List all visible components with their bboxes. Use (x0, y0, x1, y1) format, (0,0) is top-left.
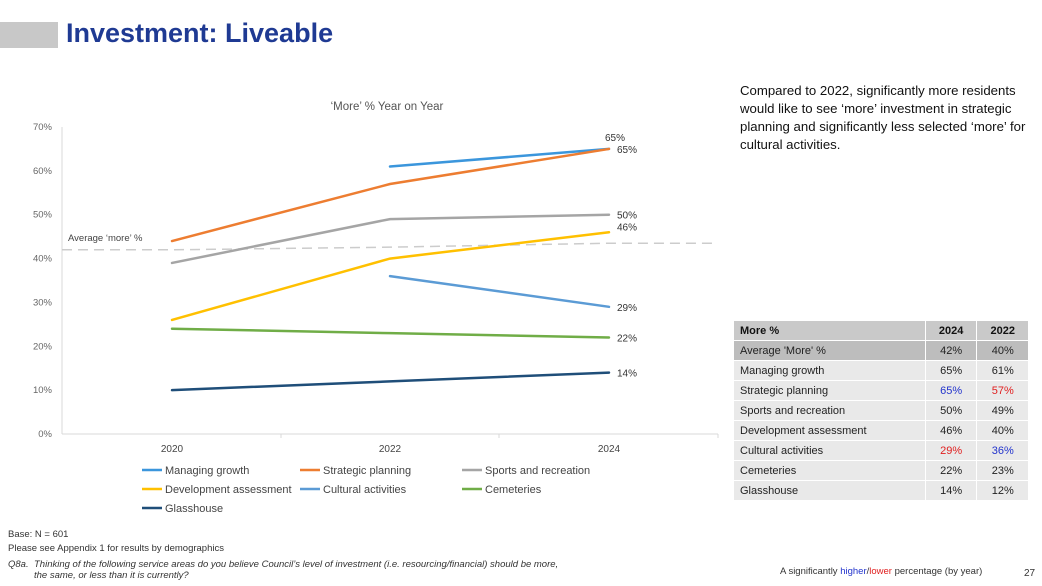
y-tick-label: 70% (33, 122, 53, 133)
footer-question-line1: Thinking of the following service areas … (34, 559, 559, 570)
table-cell-2024: 42% (924, 340, 978, 361)
legend-label: Glasshouse (165, 503, 223, 515)
page-title: Investment: Liveable (66, 18, 334, 48)
series-line (388, 274, 611, 309)
table-cell-2022: 36% (976, 440, 1029, 461)
series-line (170, 327, 611, 339)
table-cell-2024: 65% (924, 380, 978, 401)
table-cell-label: Cemeteries (733, 460, 926, 481)
x-tick-label: 2020 (161, 444, 184, 455)
table-cell-2022: 57% (976, 380, 1029, 401)
table-header-2022: 2022 (976, 320, 1029, 341)
table-cell-label: Average 'More' % (733, 340, 926, 361)
footer-question-code: Q8a. (8, 559, 29, 570)
footer-appendix: Please see Appendix 1 for results by dem… (8, 543, 224, 554)
y-tick-label: 10% (33, 385, 53, 396)
y-tick-label: 50% (33, 210, 53, 221)
table-row: Cemeteries 22% 23% (733, 460, 1029, 481)
average-reference-line (62, 242, 714, 251)
table-header-measure: More % (733, 320, 926, 341)
table-cell-2024: 22% (924, 460, 978, 481)
data-label: 65% (617, 145, 637, 156)
legend-label: Cultural activities (323, 484, 407, 496)
series-line (170, 213, 611, 265)
table-header-row: More % 2024 2022 (733, 320, 1029, 341)
y-tick-label: 40% (33, 254, 53, 265)
table-row: Sports and recreation 50% 49% (733, 400, 1029, 421)
table-cell-2024: 14% (924, 480, 978, 501)
footer-question-line2: the same, or less than it is currently? (34, 570, 189, 581)
legend-label: Development assessment (165, 484, 292, 496)
series-line (388, 147, 611, 168)
table-cell-2022: 61% (976, 360, 1029, 381)
legend-label: Managing growth (165, 465, 249, 477)
series-line (170, 371, 611, 392)
table-cell-label: Glasshouse (733, 480, 926, 501)
table-row: Cultural activities 29% 36% (733, 440, 1029, 461)
sig-note-lower: lower (869, 566, 892, 577)
table-cell-label: Strategic planning (733, 380, 926, 401)
page-number: 27 (1024, 568, 1036, 579)
data-label: 65% (605, 133, 625, 144)
data-label: 22% (617, 334, 637, 345)
data-label: 50% (617, 211, 637, 222)
data-label: 46% (617, 222, 637, 233)
legend-label: Strategic planning (323, 465, 411, 477)
sig-note-suffix: percentage (by year) (891, 566, 983, 577)
chart-title: ‘More’ % Year on Year (331, 101, 444, 113)
sig-note-prefix: A significantly (780, 566, 841, 577)
legend-label: Cemeteries (485, 484, 542, 496)
title-accent-band (0, 22, 58, 48)
footer-base: Base: N = 601 (8, 529, 69, 540)
average-reference-label: Average ‘more’ % (68, 233, 143, 244)
data-label: 29% (617, 303, 637, 314)
sig-note-higher: higher (840, 566, 867, 577)
table-cell-2024: 29% (924, 440, 978, 461)
table-cell-2022: 40% (976, 340, 1029, 361)
table-row: Managing growth 65% 61% (733, 360, 1029, 381)
x-tick-label: 2024 (598, 444, 621, 455)
y-tick-label: 20% (33, 341, 53, 352)
table-cell-2022: 12% (976, 480, 1029, 501)
table-cell-2022: 49% (976, 400, 1029, 421)
table-row: Glasshouse 14% 12% (733, 480, 1029, 501)
sig-note-slash: / (866, 566, 870, 577)
table-cell-2024: 46% (924, 420, 978, 441)
series-line (170, 147, 611, 243)
y-tick-label: 0% (38, 429, 52, 440)
significance-note: A significantly higher/lower percentage … (780, 566, 982, 577)
table-row: Strategic planning 65% 57% (733, 380, 1029, 401)
table-row: Average 'More' % 42% 40% (733, 340, 1029, 361)
table-header-2024: 2024 (924, 320, 978, 341)
y-tick-label: 30% (33, 297, 53, 308)
table-cell-2024: 65% (924, 360, 978, 381)
line-chart: ‘More’ % Year on Year 0% 10% 20% 30% 40% 50% 60… (33, 101, 719, 515)
summary-text: Compared to 2022, significantly more res… (740, 83, 1026, 152)
x-tick-label: 2022 (379, 444, 402, 455)
data-label: 14% (617, 369, 637, 380)
table-cell-label: Development assessment (733, 420, 926, 441)
series-line (170, 231, 611, 322)
table-row: Development assessment 46% 40% (733, 420, 1029, 441)
table-cell-2024: 50% (924, 400, 978, 421)
y-tick-label: 60% (33, 166, 53, 177)
significance-table: More % 2024 2022 Average 'More' % 42% 40… (733, 320, 1029, 501)
legend-label: Sports and recreation (485, 465, 590, 477)
table-cell-label: Cultural activities (733, 440, 926, 461)
table-cell-label: Managing growth (733, 360, 926, 381)
table-cell-2022: 23% (976, 460, 1029, 481)
table-cell-label: Sports and recreation (733, 400, 926, 421)
table-cell-2022: 40% (976, 420, 1029, 441)
